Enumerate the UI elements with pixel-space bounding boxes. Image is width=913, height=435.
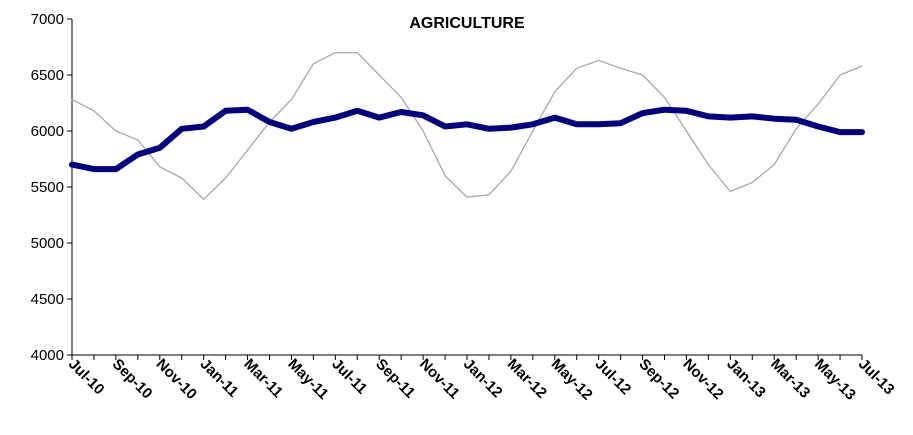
chart-title: AGRICULTURE xyxy=(409,15,525,32)
y-tick-label: 4000 xyxy=(31,347,64,364)
x-tick-label: Sep-10 xyxy=(109,356,156,403)
x-tick-label: Nov-11 xyxy=(416,356,463,403)
x-tick-label: Nov-12 xyxy=(679,356,726,403)
x-tick-label: Sep-12 xyxy=(635,356,682,403)
x-tick-label: Mar-12 xyxy=(504,356,550,402)
x-tick-label: Sep-11 xyxy=(372,356,418,402)
x-tick-label: Mar-13 xyxy=(767,356,813,402)
x-tick-label: Mar-11 xyxy=(240,356,286,402)
y-tick-label: 6500 xyxy=(31,67,64,84)
x-tick-label: Jul-11 xyxy=(328,356,370,398)
x-tick-label: May-11 xyxy=(284,356,331,403)
x-tick-label: Jul-13 xyxy=(855,356,898,399)
y-tick-label: 4500 xyxy=(31,291,64,308)
y-tick-label: 5000 xyxy=(31,235,64,252)
series-layer xyxy=(69,51,865,200)
x-tick-label: Jul-10 xyxy=(65,356,108,399)
x-tick-label: Jan-11 xyxy=(197,356,242,401)
x-tick-label: Jan-12 xyxy=(460,356,506,402)
x-tick-label: May-13 xyxy=(811,356,859,404)
y-tick-label: 6000 xyxy=(31,123,64,140)
x-tick-label: May-12 xyxy=(548,356,596,404)
y-tick-label: 5500 xyxy=(31,179,64,196)
y-tick-label: 7000 xyxy=(31,11,64,28)
x-tick-label: Jul-12 xyxy=(592,356,635,399)
x-tick-label: Jan-13 xyxy=(723,356,769,402)
series-line-thin xyxy=(71,51,863,200)
x-tick-label: Nov-10 xyxy=(153,356,200,403)
y-axis: 4000 4500 5000 5500 6000 6500 7000 xyxy=(31,11,73,364)
x-axis: Jul-10 Sep-10Nov-10Jan-11Mar-11May-11Jul-… xyxy=(65,354,898,404)
series-line-thick xyxy=(69,106,865,173)
